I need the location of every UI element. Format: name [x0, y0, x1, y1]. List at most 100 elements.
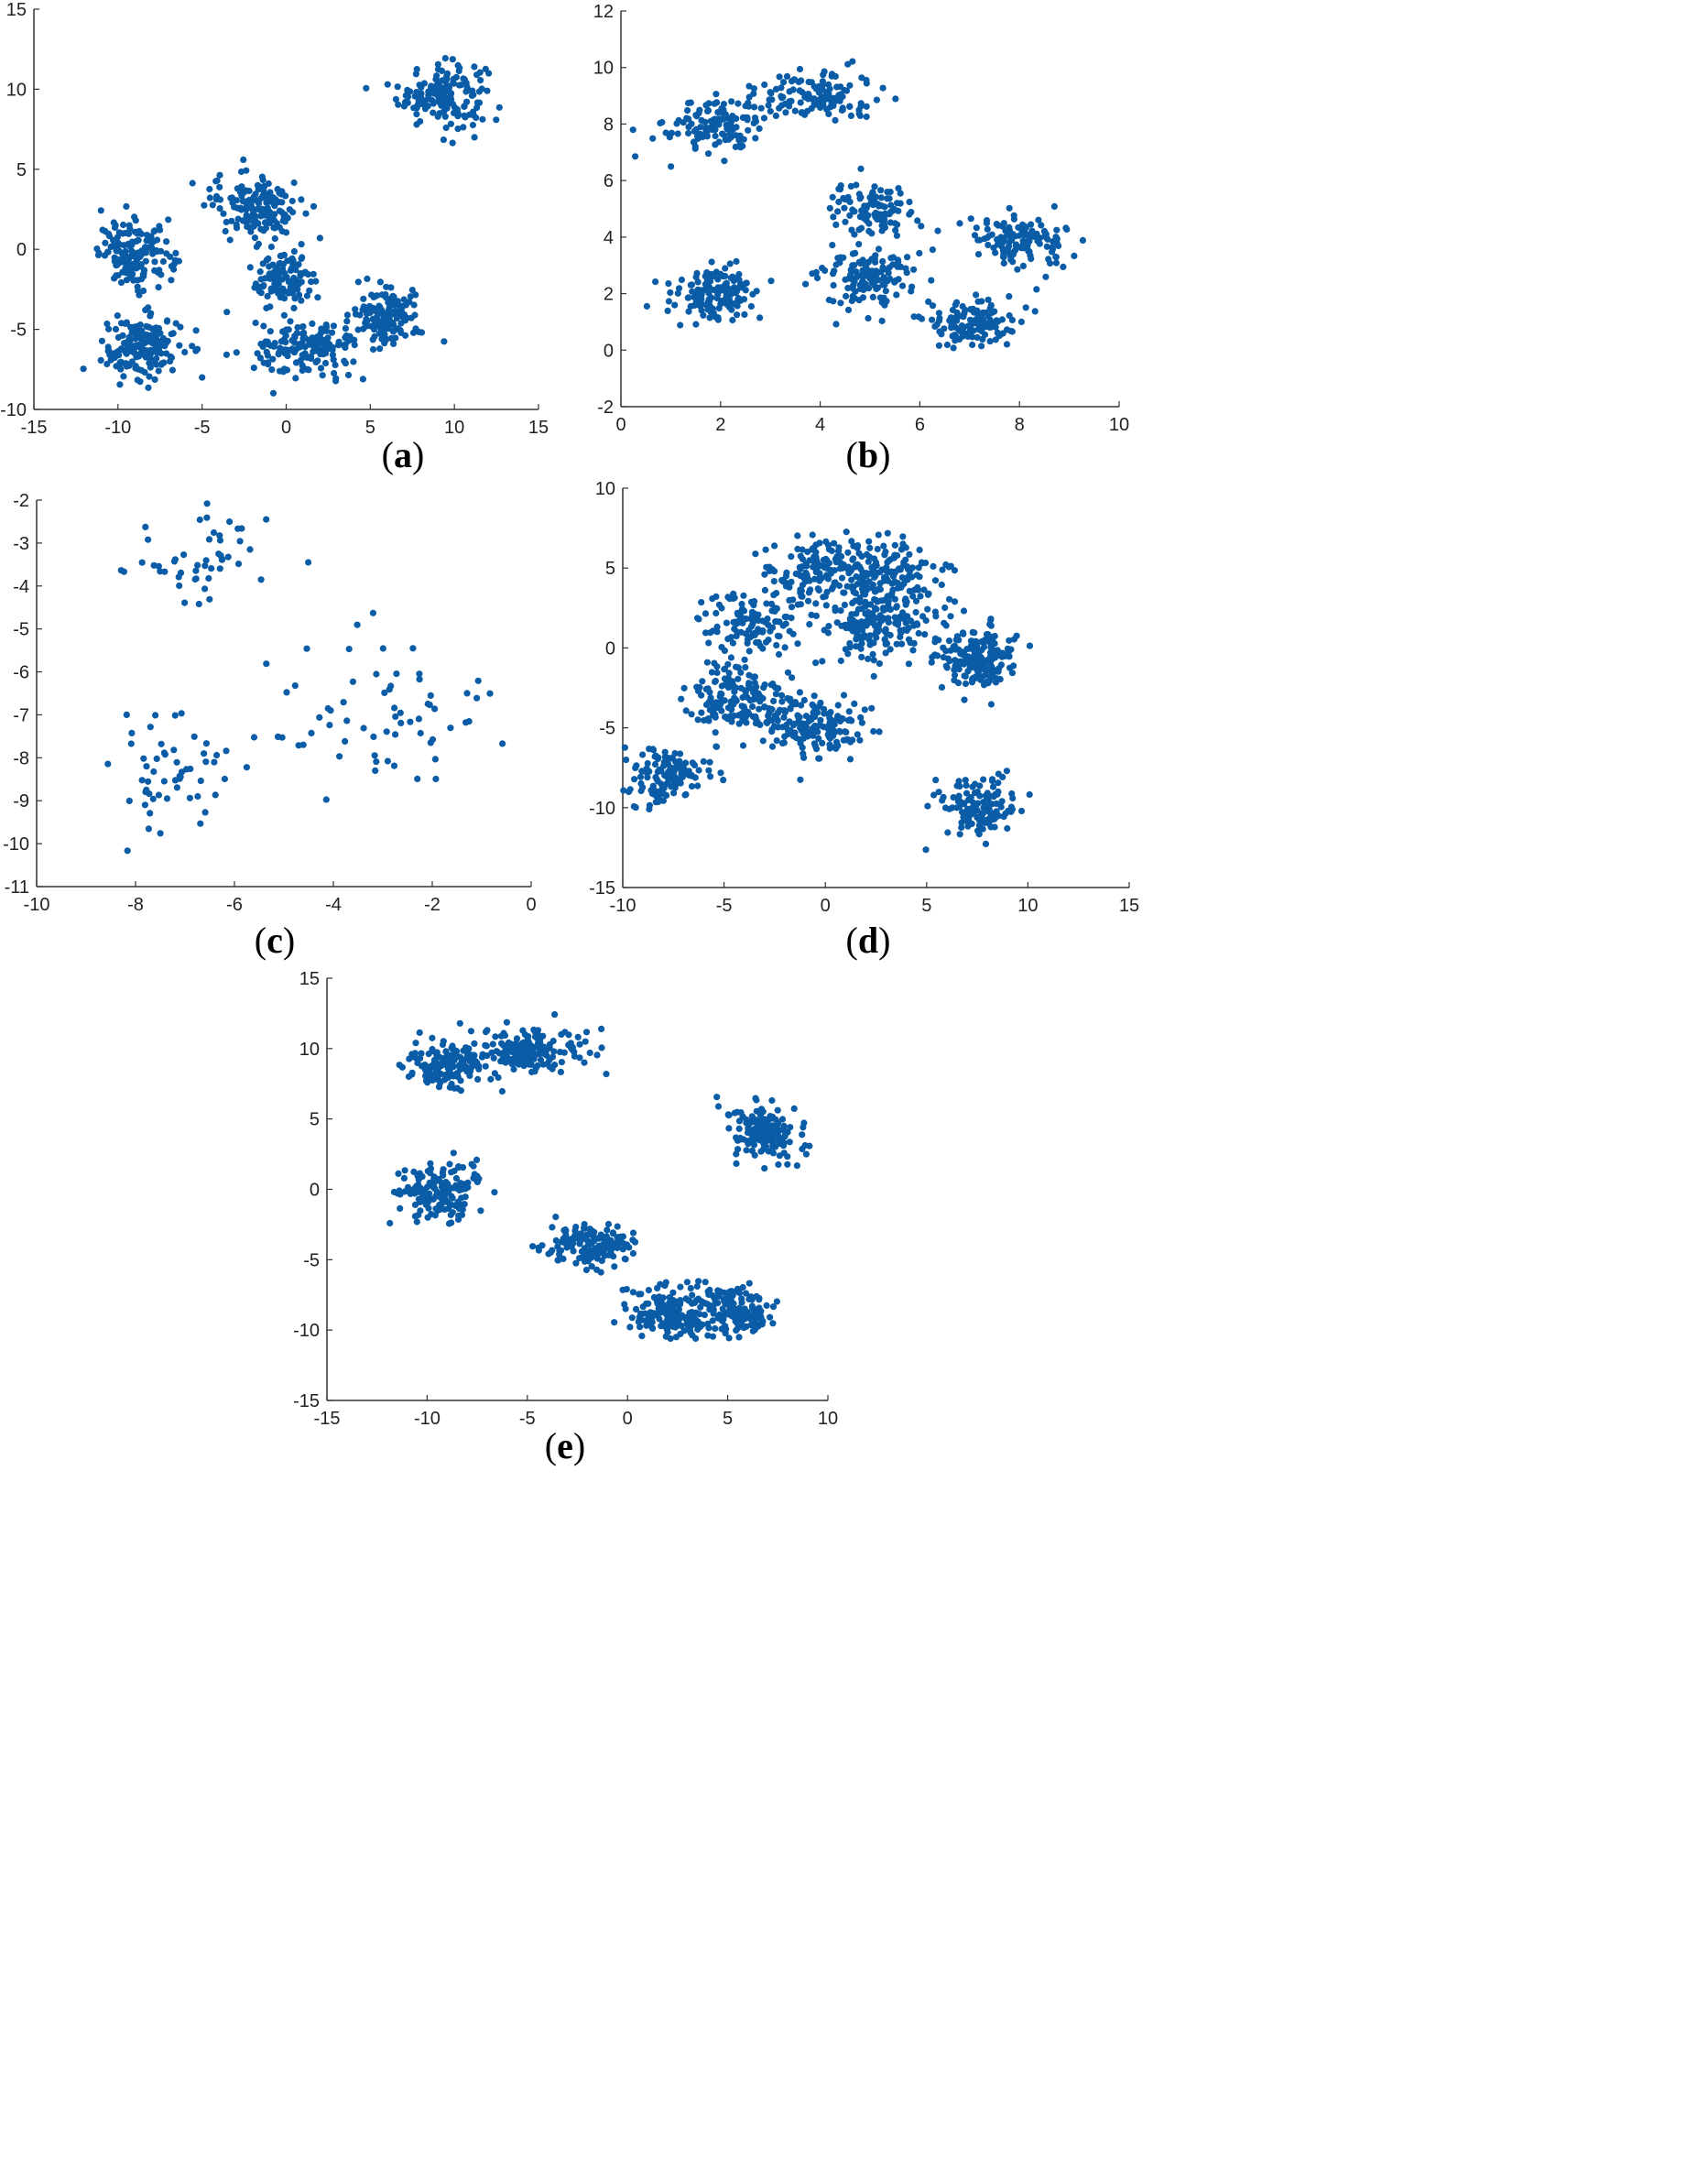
- data-point: [411, 311, 419, 319]
- data-point: [837, 657, 844, 665]
- data-point: [971, 232, 979, 239]
- data-point: [318, 325, 325, 332]
- data-point: [336, 753, 343, 760]
- data-point: [122, 229, 129, 237]
- data-point: [216, 183, 223, 191]
- data-point: [429, 1045, 436, 1053]
- data-point: [853, 268, 860, 276]
- data-point: [1017, 318, 1025, 325]
- data-point: [987, 701, 995, 708]
- data-point: [429, 1034, 436, 1041]
- data-point: [679, 773, 686, 781]
- data-point: [651, 753, 658, 760]
- data-point: [858, 719, 866, 726]
- scatter-points: [620, 528, 1034, 854]
- data-point: [776, 706, 784, 714]
- data-point: [900, 626, 908, 634]
- data-point: [696, 683, 703, 692]
- data-point: [421, 1062, 429, 1069]
- data-point: [896, 614, 904, 621]
- data-point: [431, 1057, 439, 1064]
- data-point: [1006, 664, 1014, 671]
- data-point: [1043, 243, 1050, 250]
- data-point: [271, 234, 278, 243]
- data-point: [397, 709, 404, 716]
- data-point: [306, 287, 313, 294]
- data-point: [440, 136, 447, 144]
- data-point: [756, 1117, 764, 1124]
- data-point: [879, 257, 887, 265]
- data-point: [741, 310, 748, 318]
- y-tick-label: -4: [13, 577, 29, 597]
- data-point: [447, 1184, 454, 1193]
- data-point: [855, 550, 863, 557]
- data-point: [461, 76, 468, 83]
- data-point: [684, 107, 691, 114]
- data-point: [938, 683, 946, 692]
- data-point: [846, 756, 854, 763]
- data-point: [342, 737, 349, 746]
- data-point: [271, 276, 278, 283]
- data-point: [772, 112, 780, 119]
- data-point: [719, 130, 726, 137]
- data-point: [755, 616, 762, 625]
- data-point: [722, 714, 729, 721]
- data-point: [967, 306, 974, 313]
- data-point: [898, 546, 906, 553]
- data-point: [752, 691, 759, 698]
- data-point: [772, 1116, 779, 1124]
- data-point: [704, 1320, 712, 1327]
- data-point: [702, 125, 710, 132]
- data-point: [661, 748, 669, 756]
- data-point: [668, 163, 675, 170]
- data-point: [836, 717, 844, 725]
- x-tick-label: 0: [526, 895, 536, 915]
- data-point: [734, 628, 741, 636]
- data-point: [560, 1255, 567, 1262]
- y-tick-label: -10: [0, 400, 27, 420]
- scatter-points: [386, 1011, 813, 1343]
- data-point: [622, 1305, 629, 1313]
- data-point: [183, 766, 190, 773]
- data-point: [636, 1324, 644, 1331]
- data-point: [831, 267, 838, 275]
- data-point: [800, 1124, 807, 1131]
- y-tick-label: 5: [310, 1110, 320, 1130]
- data-point: [310, 338, 319, 345]
- data-point: [639, 1303, 647, 1311]
- data-point: [269, 389, 277, 397]
- data-point: [869, 293, 876, 300]
- data-point: [961, 323, 968, 331]
- data-point: [707, 773, 714, 780]
- data-point: [672, 1334, 680, 1341]
- data-point: [706, 314, 713, 321]
- data-point: [250, 365, 257, 372]
- data-point: [772, 85, 780, 93]
- data-point: [771, 712, 778, 720]
- data-point: [671, 301, 679, 309]
- data-point: [851, 278, 858, 285]
- data-point: [379, 645, 386, 652]
- data-point: [876, 659, 884, 668]
- data-point: [213, 751, 221, 759]
- data-point: [636, 773, 645, 780]
- data-point: [950, 794, 957, 801]
- data-point: [691, 143, 699, 150]
- data-point: [343, 717, 351, 724]
- data-point: [205, 574, 212, 583]
- data-point: [663, 757, 671, 764]
- data-point: [893, 603, 900, 610]
- data-point: [135, 365, 142, 373]
- data-point: [441, 113, 449, 120]
- data-point: [111, 275, 118, 282]
- data-point: [749, 1327, 756, 1335]
- data-point: [749, 1118, 756, 1126]
- data-point: [568, 1243, 575, 1250]
- data-point: [390, 293, 397, 300]
- data-point: [192, 327, 200, 334]
- data-point: [874, 545, 881, 553]
- data-point: [1038, 222, 1045, 229]
- data-point: [782, 620, 789, 627]
- data-point: [688, 281, 696, 289]
- data-point: [409, 645, 417, 652]
